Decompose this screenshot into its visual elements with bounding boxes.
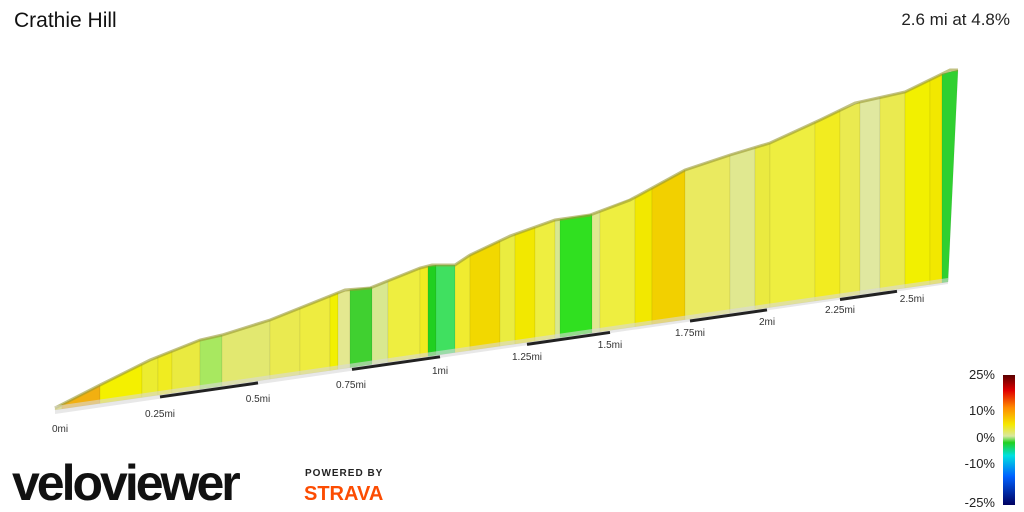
gradient-segment bbox=[879, 91, 906, 293]
summary: 2.6 mi at 4.8% bbox=[901, 10, 1010, 29]
base bbox=[55, 278, 948, 414]
distance-label: 2.25mi bbox=[825, 305, 855, 316]
distance-label: 0.5mi bbox=[246, 394, 270, 405]
legend-label: -25% bbox=[965, 495, 996, 510]
gradient-segment bbox=[387, 267, 421, 363]
distance-label: 1mi bbox=[432, 366, 448, 377]
gradient-segment bbox=[534, 219, 556, 342]
gradient-segment bbox=[419, 265, 429, 358]
gradient-segment bbox=[499, 233, 516, 347]
gradient-segment bbox=[221, 319, 271, 387]
gradient-segment bbox=[859, 97, 881, 295]
gradient-segment bbox=[904, 79, 931, 289]
gradient-segment bbox=[469, 240, 501, 351]
gradient-segment bbox=[329, 292, 339, 371]
gradient-segment bbox=[427, 264, 437, 357]
distance-label: 2.5mi bbox=[900, 294, 924, 305]
gradient-segment bbox=[599, 196, 636, 333]
logo: veloviewer bbox=[12, 455, 240, 511]
gradient-segment bbox=[591, 210, 601, 334]
distance-label: 1.5mi bbox=[598, 340, 622, 351]
gradient-segment bbox=[814, 109, 841, 302]
title: Crathie Hill bbox=[14, 9, 117, 32]
legend-label: -10% bbox=[965, 456, 996, 471]
distance-bar bbox=[839, 289, 898, 301]
gradient-segment bbox=[514, 226, 536, 345]
gradient-segment bbox=[839, 101, 861, 298]
legend-label: 25% bbox=[969, 367, 995, 382]
profile bbox=[54, 68, 959, 414]
distance-label: 2mi bbox=[759, 317, 775, 328]
gradient-segment bbox=[299, 295, 331, 376]
distance-label: 0.25mi bbox=[145, 409, 175, 420]
powered-by: POWERED BY bbox=[305, 468, 383, 479]
gradient-segment bbox=[684, 154, 731, 320]
gradient-segment bbox=[199, 334, 223, 390]
gradient-segment bbox=[651, 169, 686, 325]
gradient-segment bbox=[371, 280, 389, 365]
profile-edge bbox=[54, 68, 958, 410]
distance-label: 0.75mi bbox=[336, 380, 366, 391]
legend-bar bbox=[1003, 375, 1015, 505]
distance-label: 0mi bbox=[52, 424, 68, 435]
gradient-segment bbox=[559, 213, 593, 338]
gradient-segment bbox=[435, 264, 456, 356]
gradient-segment bbox=[729, 147, 756, 314]
gradient-segment bbox=[157, 350, 173, 396]
gradient-segment bbox=[769, 121, 816, 308]
gradient-segment bbox=[337, 289, 351, 370]
gradient-segment bbox=[754, 142, 771, 310]
gradient-segment bbox=[349, 286, 373, 369]
gradient-segment bbox=[634, 187, 653, 328]
distance-bar bbox=[689, 308, 768, 323]
distance-label: 1.25mi bbox=[512, 352, 542, 363]
legend-label: 10% bbox=[969, 403, 995, 418]
legend-label: 0% bbox=[976, 430, 995, 445]
gradient-segment bbox=[941, 69, 959, 284]
distance-bar bbox=[526, 330, 611, 346]
distance-label: 1.75mi bbox=[675, 328, 705, 339]
gradient-segment bbox=[454, 254, 471, 353]
gradient-segment bbox=[554, 218, 561, 339]
distance-bar bbox=[159, 381, 259, 399]
gradient-segment bbox=[929, 73, 943, 285]
strava: STRAVA bbox=[304, 483, 383, 505]
distance-bar bbox=[351, 355, 441, 371]
